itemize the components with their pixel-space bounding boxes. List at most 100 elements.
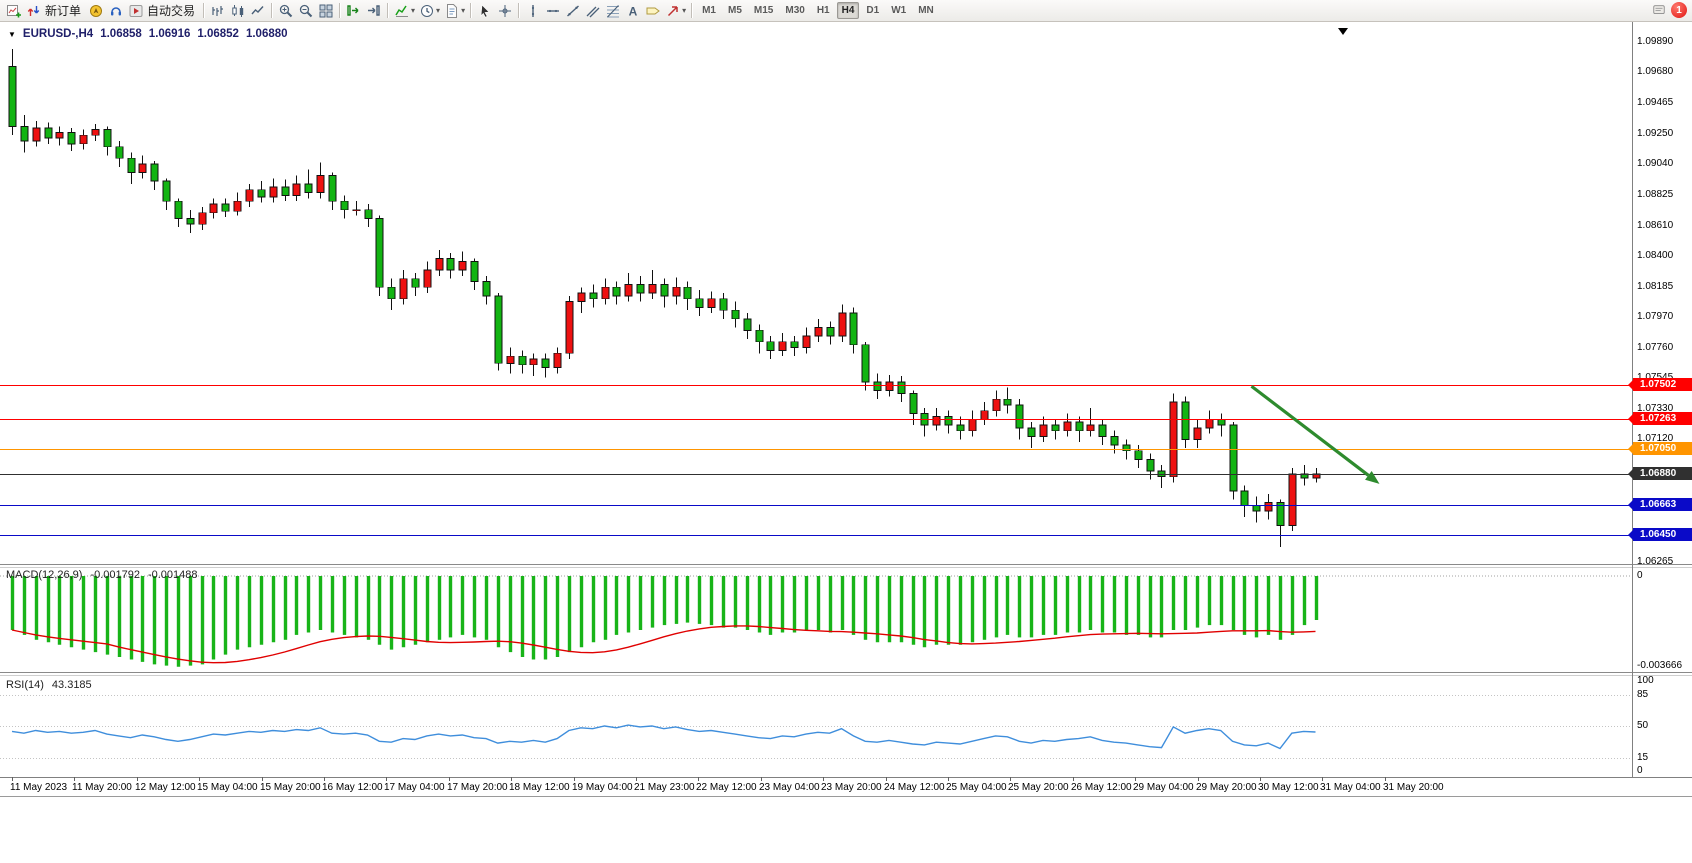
candle-up [980,410,989,420]
candle-down [755,329,764,343]
navigator-button[interactable] [86,1,106,21]
candle-down [612,286,621,297]
toolbar: 新订单 自动交易 ▾ ▾ ▾ A ▾ M1 M5 M15 M30 H1 H4 D1 W1 MN 1 [0,0,1692,22]
ohlc-high: 1.06916 [148,28,191,40]
toolbar-separator [203,3,206,18]
candle-down [1146,458,1155,472]
text-button[interactable]: A [623,1,643,21]
equidistant-channel-button[interactable] [583,1,603,21]
cursor-button[interactable] [475,1,495,21]
candle-down [221,203,230,212]
auto-scroll-button[interactable] [344,1,364,21]
chart-line-button[interactable] [248,1,268,21]
symbol-collapse-icon[interactable]: ▼ [8,29,16,39]
timeframe-m1-button[interactable]: M1 [702,5,716,16]
timeframe-buttons: M1 M5 M15 M30 H1 H4 D1 W1 MN [696,0,940,21]
zoom-in-button[interactable] [276,1,296,21]
candle-up [992,398,1001,412]
candle-down [636,283,645,294]
candle-down [518,355,527,366]
crosshair-button[interactable] [495,1,515,21]
arrows-dropdown-caret[interactable]: ▾ [682,6,687,15]
horizontal-line-button[interactable] [543,1,563,21]
candle-down [719,298,728,311]
timeframe-w1-button[interactable]: W1 [891,5,907,16]
periods-button[interactable]: ▾ [417,1,442,21]
candle-down [150,163,159,182]
new-chart-button[interactable] [4,1,24,21]
indicators-dropdown-caret[interactable]: ▾ [411,6,416,15]
market-button[interactable] [106,1,126,21]
zoom-out-button[interactable] [296,1,316,21]
ohlc-low: 1.06852 [197,28,239,40]
candle-down [1098,424,1107,437]
chart-canvas[interactable] [0,22,1692,797]
fibonacci-retracement-button[interactable] [603,1,623,21]
chart-shift-button[interactable] [364,1,384,21]
timeframe-m15-button[interactable]: M15 [753,5,774,16]
candle-down [849,312,858,346]
timeframe-h1-button[interactable]: H1 [816,5,830,16]
text-label-button[interactable] [643,1,663,21]
vertical-line-button[interactable] [523,1,543,21]
candle-up [1193,427,1202,440]
tile-windows-button[interactable] [316,1,336,21]
toolbar-separator [339,3,342,18]
candle-down [897,381,906,394]
macd-histogram [0,575,1632,667]
alerts-icon[interactable] [1651,2,1667,18]
candle-up [423,269,432,288]
candle-down [1181,401,1190,440]
templates-button[interactable]: ▾ [442,1,467,21]
candle-down [174,200,183,219]
candles-layer[interactable] [8,49,1321,547]
macd-signal-line [11,625,1316,664]
candle-up [968,418,977,432]
timeframe-mn-button[interactable]: MN [918,5,934,16]
candle-up [138,163,147,173]
toolbar-separator [271,3,274,18]
candle-up [458,261,467,271]
timeframe-d1-button[interactable]: D1 [866,5,880,16]
periods-dropdown-caret[interactable]: ▾ [436,6,441,15]
timeframe-m30-button[interactable]: M30 [785,5,805,16]
candle-up [1264,502,1273,512]
new-order-icon [26,3,42,19]
chart-shift-icon [366,3,382,19]
indicators-icon [394,3,410,19]
candle-up [624,283,633,297]
arrows-button[interactable]: ▾ [663,1,688,21]
candle-down [1003,398,1012,406]
text-label-icon [645,3,661,19]
candle-down [375,217,384,288]
candle-down [861,344,870,383]
candle-down [127,157,136,173]
timeframe-h4-button[interactable]: H4 [836,2,860,19]
chart-shift-marker[interactable] [1338,28,1348,35]
candle-up [1288,473,1297,526]
trendline-button[interactable] [563,1,583,21]
candle-down [1157,470,1166,477]
horizontal-lines[interactable] [0,384,1632,537]
toolbar-separator [387,3,390,18]
candle-up [292,183,301,196]
price-axis[interactable] [1632,22,1692,777]
candle-up [352,209,361,212]
cursor-icon [477,3,493,19]
time-axis[interactable] [0,777,1632,797]
templates-dropdown-caret[interactable]: ▾ [461,6,466,15]
indicators-button[interactable]: ▾ [392,1,417,21]
timeframe-m5-button[interactable]: M5 [728,5,742,16]
autotrading-button[interactable]: 自动交易 [126,1,200,21]
ohlc-open: 1.06858 [100,28,142,40]
chart-candles-button[interactable] [228,1,248,21]
crosshair-icon [497,3,513,19]
new-order-button[interactable]: 新订单 [24,1,86,21]
candle-down [304,183,313,194]
toolbar-separator [470,3,473,18]
candle-up [79,134,88,145]
trend-arrow[interactable] [1250,385,1380,484]
candle-up [1063,421,1072,432]
chart-bars-button[interactable] [208,1,228,21]
notification-badge[interactable]: 1 [1671,2,1687,18]
